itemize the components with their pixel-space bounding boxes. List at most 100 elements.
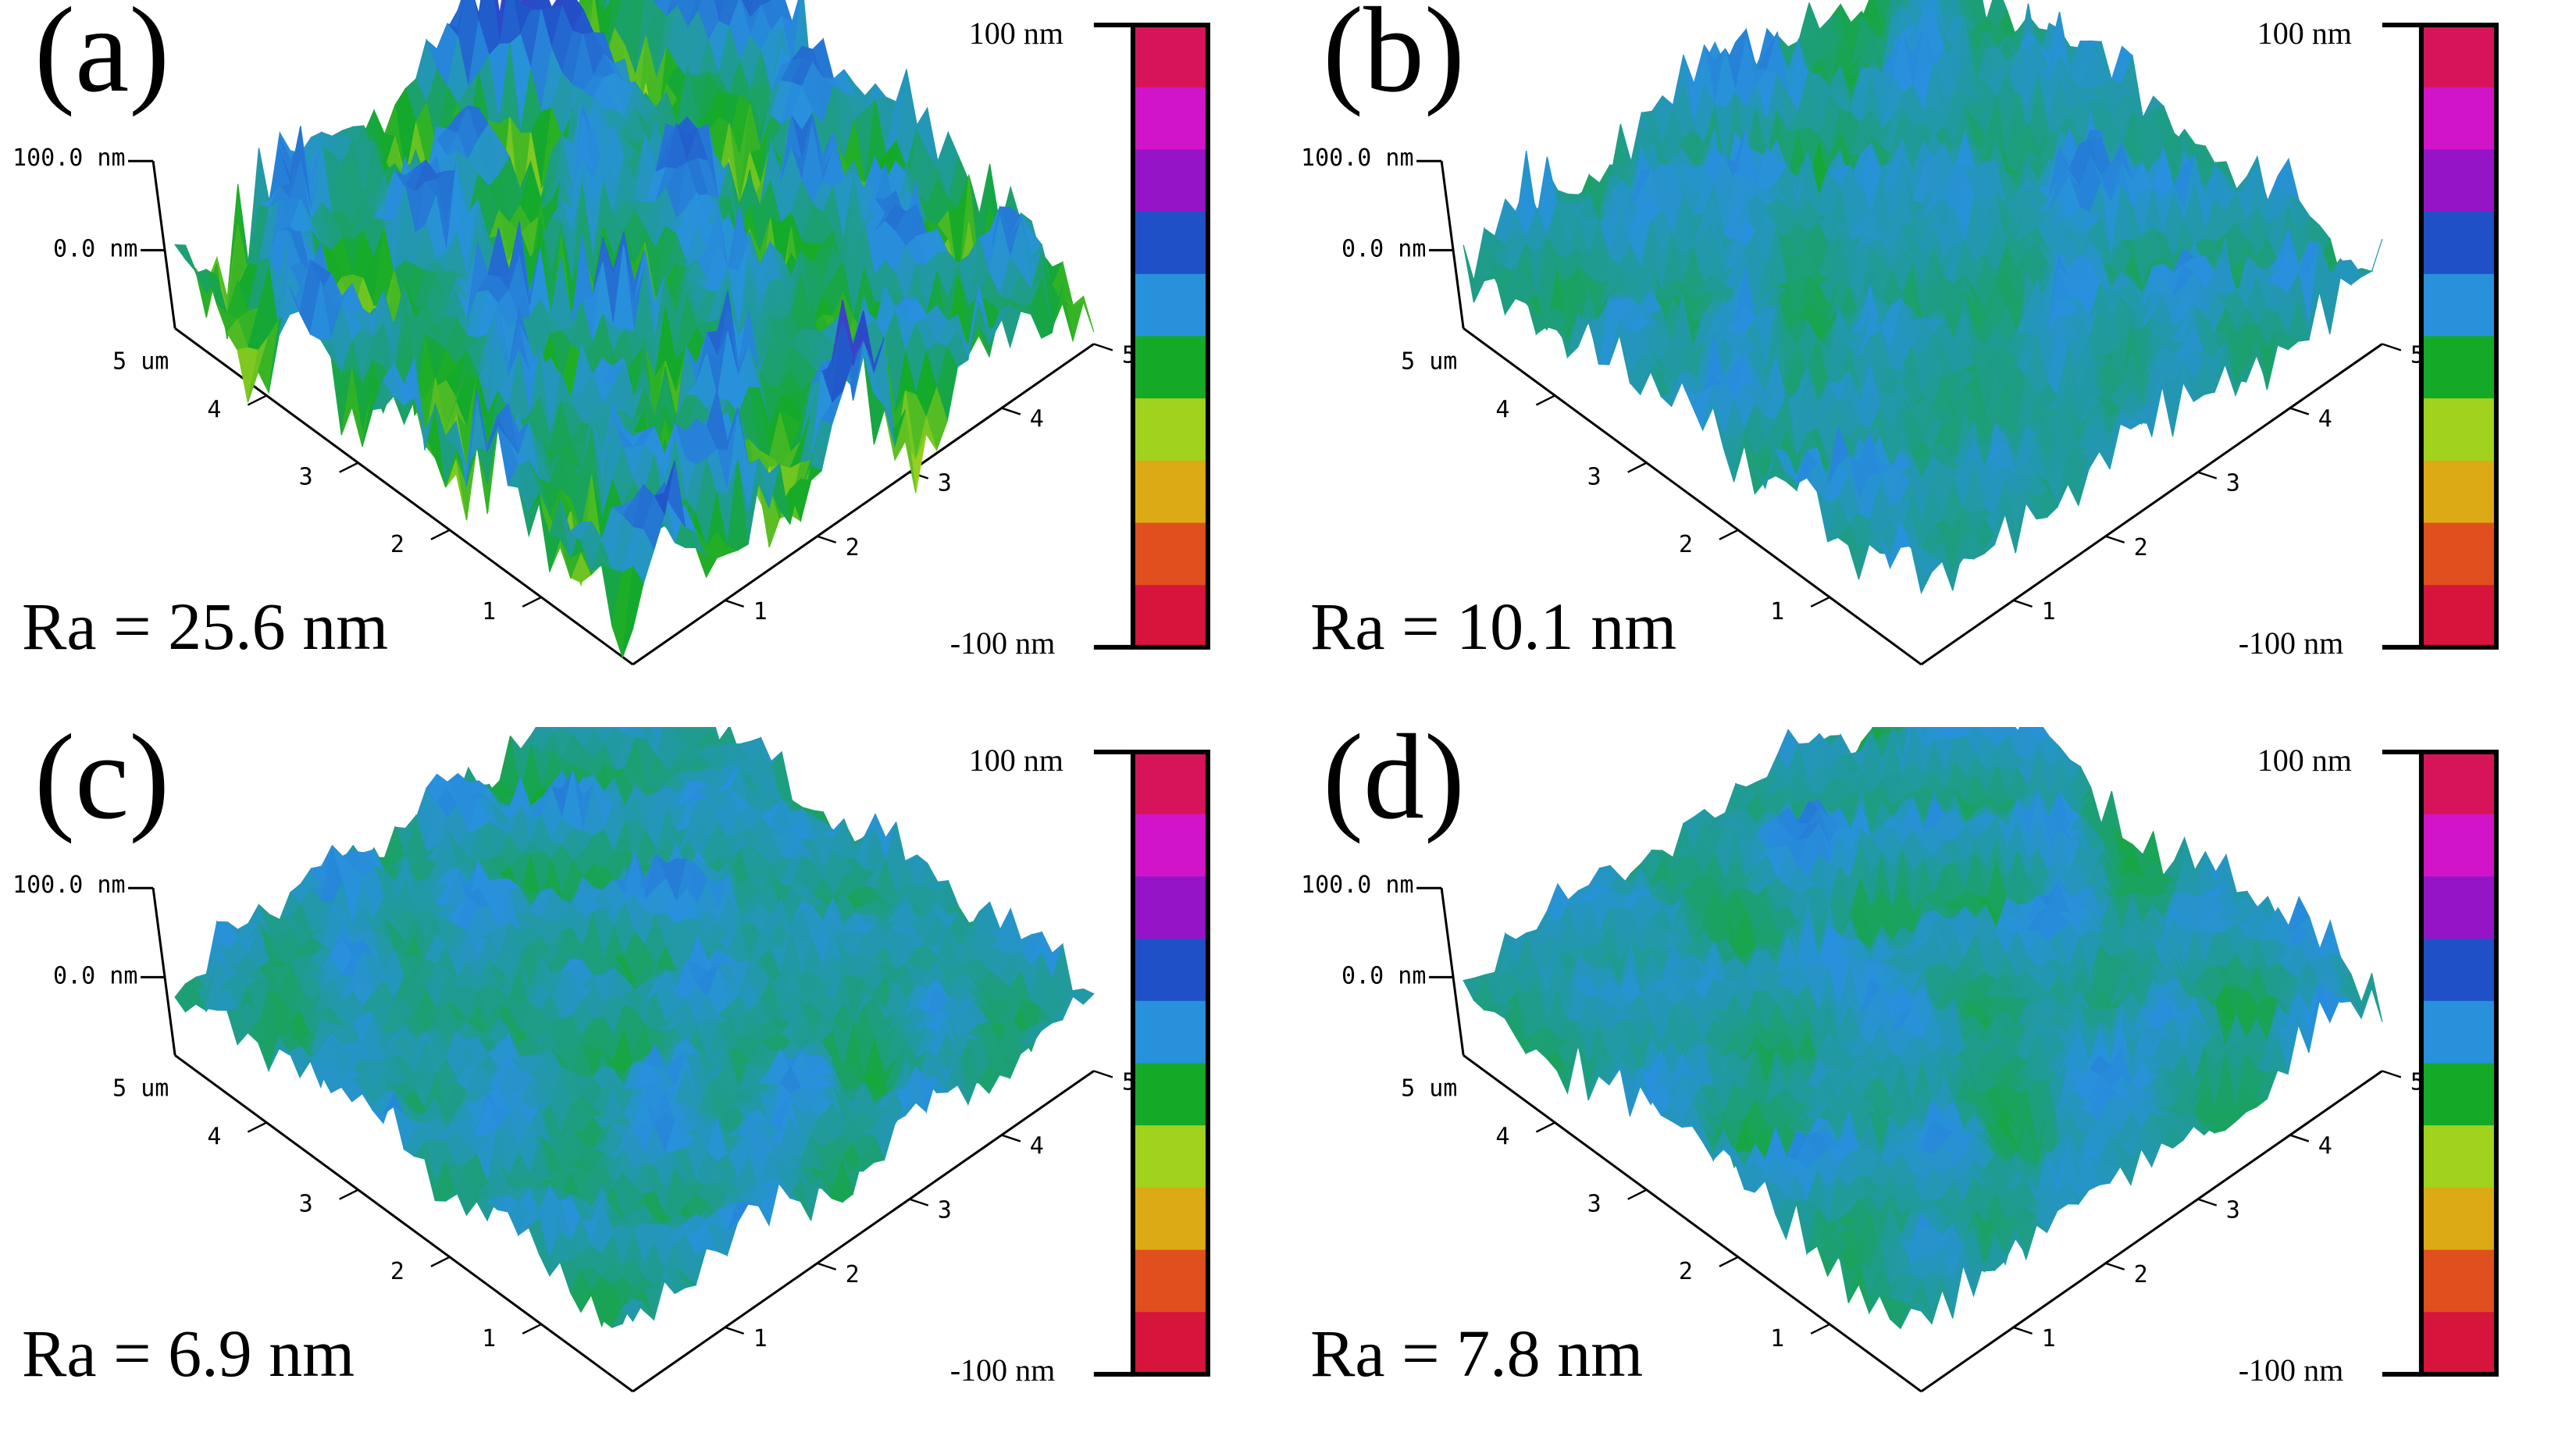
colorbar-segment (1132, 1312, 1208, 1375)
colorbar-segment (2421, 25, 2496, 88)
colorbar-segment (1132, 876, 1208, 940)
panel-c: (c) 100.0 nm 0.0 nm 5 um 4 3 2 1 1 2 3 4 5 Ra = 6.9 n… (0, 727, 1288, 1454)
panel-letter: (b) (1323, 0, 1465, 117)
colorbar-segment (1132, 25, 1208, 88)
z-axis-top-label: 100.0 nm (1301, 144, 1414, 172)
colorbar: 100 nm -100 nm (2239, 743, 2499, 1388)
colorbar-segment (1132, 814, 1208, 878)
colorbar-segment (2421, 814, 2496, 878)
colorbar-segment (2421, 273, 2496, 337)
right-tick-label: 2 (2134, 1261, 2148, 1288)
colorbar: 100 nm -100 nm (2239, 16, 2499, 661)
colorbar-segment (1132, 460, 1208, 524)
z-axis-top-label: 100.0 nm (12, 871, 126, 899)
colorbar-segment (2421, 212, 2496, 275)
colorbar-segment (2421, 522, 2496, 586)
colorbar-segment (1132, 149, 1208, 213)
right-tick-label: 1 (2042, 598, 2056, 625)
panel-b: (b) 100.0 nm 0.0 nm 5 um 4 3 2 1 1 2 3 4 5 Ra = 10.1 … (1288, 0, 2576, 727)
right-tick-label: 2 (846, 534, 860, 561)
colorbar-segment (2421, 1249, 2496, 1313)
colorbar-segment (2421, 1063, 2496, 1127)
width-axis-line (632, 1070, 1095, 1393)
panel-letter: (c) (34, 727, 169, 844)
colorbar-segment (2421, 585, 2496, 648)
colorbar-segment (1132, 398, 1208, 462)
colorbar-segment (1132, 752, 1208, 815)
colorbar-segment (1132, 939, 1208, 1002)
depth-axis-line (1463, 327, 1922, 666)
colorbar-segment (1132, 1000, 1208, 1064)
depth-axis-end-label: 5 um (1401, 348, 1457, 376)
afm-surface (174, 727, 1095, 1329)
depth-axis-line (174, 1054, 634, 1393)
depth-tick-label: 3 (1587, 464, 1602, 491)
z-axis-zero-label: 0.0 nm (1341, 962, 1426, 989)
width-axis-line (1920, 343, 2383, 666)
colorbar-segment (2421, 336, 2496, 400)
colorbar-segment (2421, 1187, 2496, 1251)
colorbar-max-label: 100 nm (2257, 16, 2352, 51)
colorbar-segment (2421, 876, 2496, 940)
colorbar-max-label: 100 nm (2257, 743, 2352, 778)
depth-tick-label: 4 (1495, 1124, 1509, 1151)
colorbar: 100 nm -100 nm (950, 16, 1210, 661)
colorbar-segment (1132, 273, 1208, 337)
panel-a: (a) 100.0 nm 0.0 nm 5 um 4 3 2 1 1 2 3 4 5 Ra = 25.6 … (0, 0, 1288, 727)
right-tick-label: 4 (1030, 1133, 1044, 1160)
colorbar-min-label: -100 nm (2239, 625, 2343, 661)
right-tick-label: 3 (2226, 1197, 2240, 1224)
right-tick-label: 3 (938, 1197, 952, 1224)
colorbar-segment (1132, 212, 1208, 275)
right-tick-label: 1 (754, 598, 768, 625)
roughness-label: Ra = 10.1 nm (1310, 589, 1676, 664)
depth-axis-end-label: 5 um (112, 348, 169, 376)
depth-tick-label: 1 (1770, 598, 1784, 625)
right-tick-label: 1 (2042, 1325, 2056, 1352)
depth-tick-label: 2 (1679, 531, 1693, 558)
depth-tick-label: 2 (390, 531, 404, 558)
depth-tick-label: 4 (207, 397, 221, 424)
colorbar-segment (2421, 1125, 2496, 1189)
depth-tick-label: 1 (482, 598, 496, 625)
depth-tick-label: 3 (1587, 1191, 1602, 1218)
colorbar-segment (1132, 1187, 1208, 1251)
right-tick-label: 4 (2318, 1133, 2332, 1160)
colorbar-max-label: 100 nm (969, 743, 1064, 778)
colorbar-segment (2421, 752, 2496, 815)
depth-tick-label: 3 (299, 464, 313, 491)
colorbar-min-label: -100 nm (950, 625, 1055, 661)
z-axis-line (151, 161, 176, 329)
colorbar-segment (1132, 87, 1208, 151)
colorbar-segment (2421, 1000, 2496, 1064)
depth-axis-end-label: 5 um (112, 1075, 169, 1103)
colorbar-segment (1132, 522, 1208, 586)
right-tick-label: 3 (2226, 470, 2240, 497)
colorbar-segment (2421, 398, 2496, 462)
depth-tick-label: 2 (390, 1258, 404, 1285)
depth-tick-label: 1 (482, 1325, 496, 1352)
width-axis-line (632, 343, 1095, 666)
colorbar-min-label: -100 nm (2239, 1352, 2343, 1388)
right-tick-label: 4 (1030, 406, 1044, 433)
roughness-label: Ra = 6.9 nm (22, 1316, 355, 1391)
panel-letter: (d) (1323, 727, 1465, 844)
afm-surface (173, 0, 1095, 658)
z-axis-zero-label: 0.0 nm (53, 235, 137, 262)
right-tick-label: 2 (2134, 534, 2148, 561)
z-axis-line (151, 888, 176, 1056)
colorbar-min-label: -100 nm (950, 1352, 1055, 1388)
colorbar-segment (2421, 460, 2496, 524)
right-tick-label: 2 (846, 1261, 860, 1288)
right-tick-label: 3 (938, 470, 952, 497)
colorbar-segment (2421, 939, 2496, 1002)
colorbar-segment (2421, 87, 2496, 151)
width-axis-line (1920, 1070, 2383, 1393)
right-tick-label: 1 (754, 1325, 768, 1352)
panel-letter: (a) (34, 0, 169, 117)
colorbar-segment (1132, 1063, 1208, 1127)
z-axis-line (1440, 161, 1465, 329)
afm-surface (1463, 0, 2383, 595)
